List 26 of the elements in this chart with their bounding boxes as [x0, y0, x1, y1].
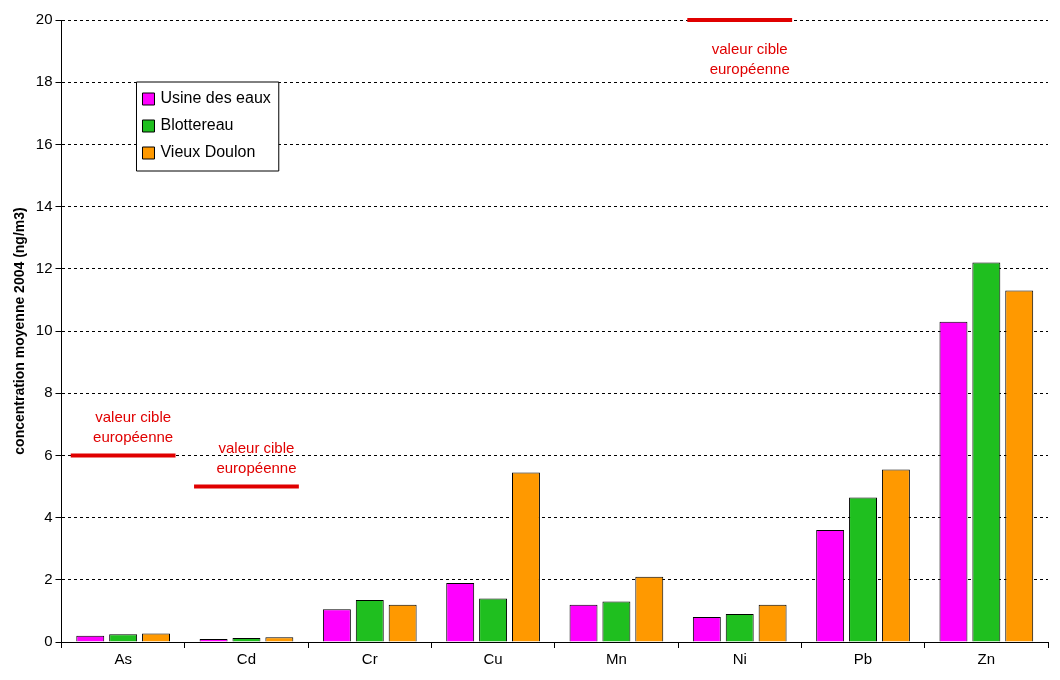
y-tick-label: 8 — [44, 383, 53, 401]
x-tick-label: Cr — [361, 650, 378, 668]
y-tick-label: 6 — [44, 445, 53, 463]
y-tick-label: 20 — [35, 10, 53, 28]
legend-label: Usine des eaux — [160, 89, 271, 107]
x-tick-label: Cd — [236, 650, 257, 668]
y-tick-label: 16 — [35, 134, 53, 152]
x-tick-label: Pb — [853, 650, 873, 668]
annotation: valeur cible européenne — [93, 407, 174, 445]
y-tick-label: 18 — [35, 72, 53, 90]
y-tick-label: 14 — [35, 196, 53, 214]
legend-label: Vieux Doulon — [160, 143, 256, 161]
annotation: valeur cible européenne — [709, 40, 790, 78]
x-tick-label: As — [114, 650, 132, 668]
legend-label: Blottereau — [160, 116, 234, 134]
y-tick-label: 0 — [44, 632, 53, 650]
x-tick-label: Cu — [483, 650, 503, 668]
y-tick-label: 10 — [35, 321, 53, 339]
y-tick-label: 12 — [35, 258, 53, 276]
y-tick-label: 2 — [44, 569, 53, 587]
x-tick-label: Zn — [977, 650, 996, 668]
y-tick-label: 4 — [44, 507, 53, 525]
y-axis-title: concentration moyenne 2004 (ng/m3) — [11, 207, 28, 455]
x-tick-label: Ni — [732, 650, 747, 668]
x-tick-label: Mn — [605, 650, 627, 668]
annotation: valeur cible européenne — [216, 438, 297, 476]
